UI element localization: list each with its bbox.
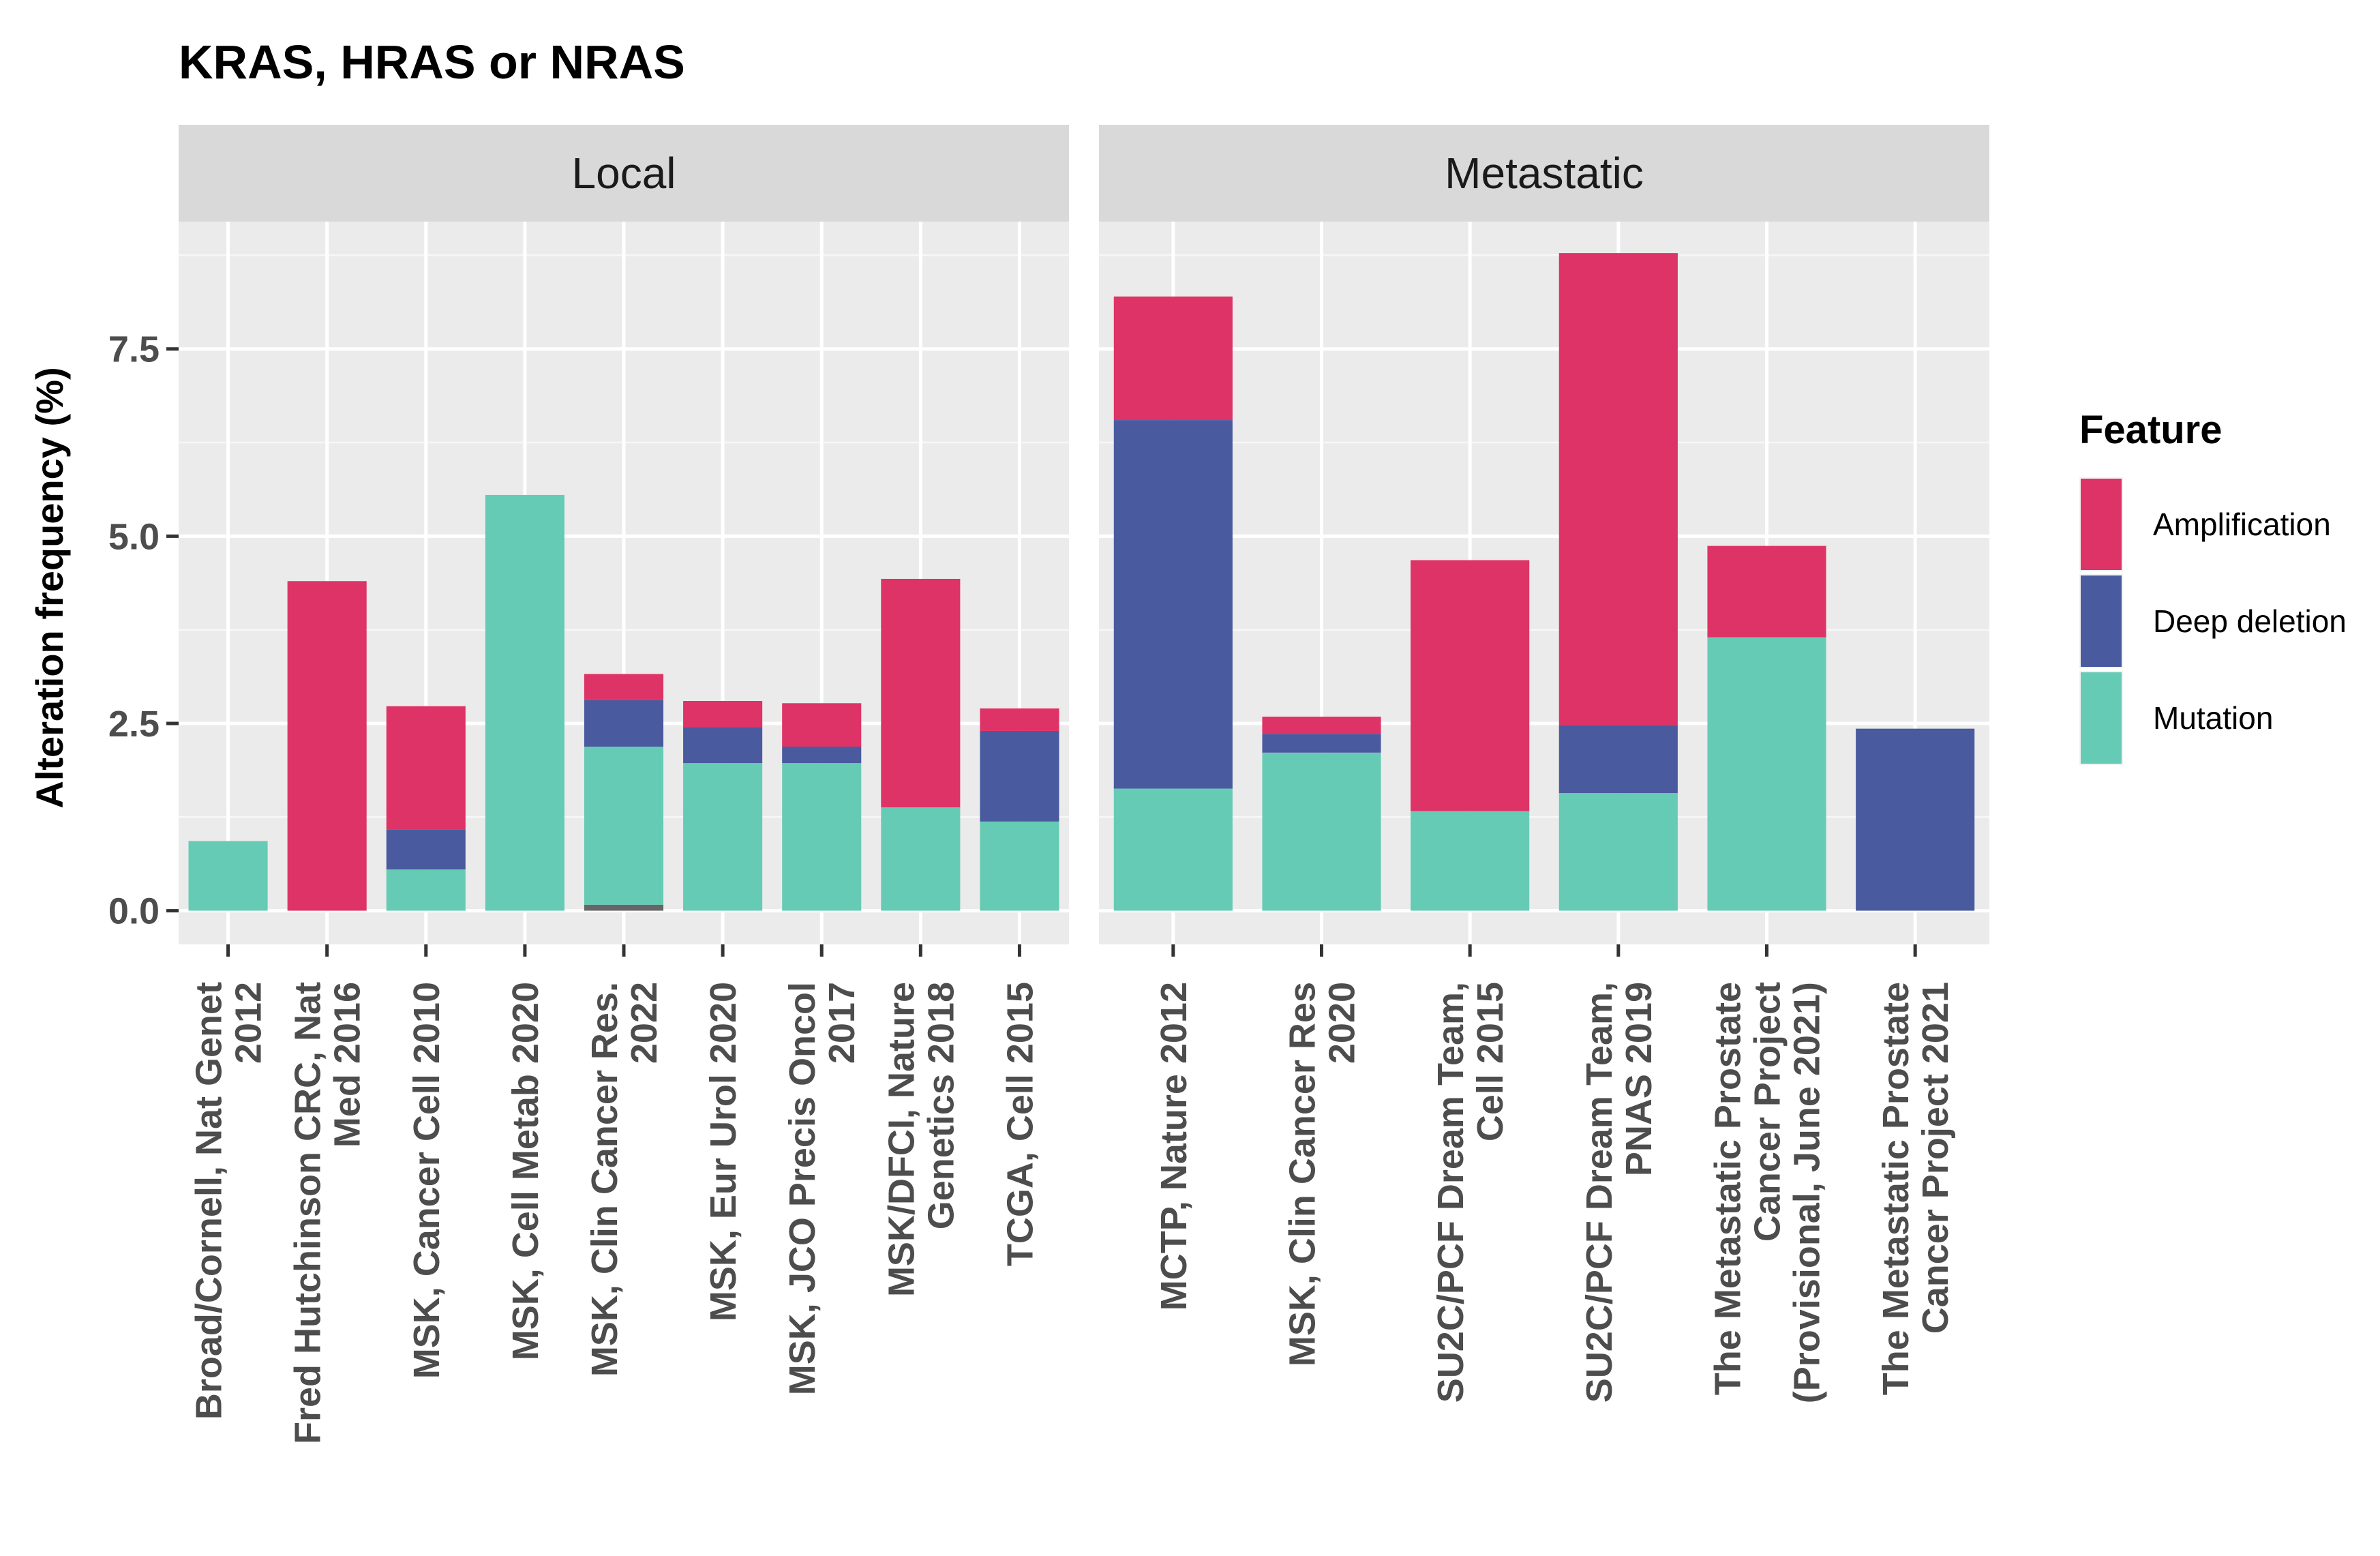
bar-deep-deletion-msk-clin-cancer-res-2020 xyxy=(1262,734,1381,753)
x-tick-label-line: Broad/Cornell, Nat Genet xyxy=(189,982,230,1420)
bar-mutation-tcga-cell-2015 xyxy=(980,821,1059,911)
bar-other-msk-clin-cancer-res-2022 xyxy=(584,904,664,911)
x-tick-label-line: SU2C/PCF Dream Team, xyxy=(1579,982,1620,1403)
legend-swatch-deep-deletion xyxy=(2081,575,2122,667)
bar-mutation-msk-eur-urol-2020 xyxy=(683,763,763,911)
x-tick-label-line: Cancer Project xyxy=(1747,982,1788,1242)
y-tick-label: 2.5 xyxy=(108,704,160,745)
bar-amplification-msk-dfci-nature-genetics-2018 xyxy=(881,578,961,807)
x-tick-label-fred-hutchinson-crc-nat-med-2016: Fred Hutchinson CRC, NatMed 2016 xyxy=(288,982,368,1444)
panel-strip-label-local: Local xyxy=(572,149,676,198)
legend-label-deep-deletion: Deep deletion xyxy=(2153,603,2347,639)
bar-deep-deletion-msk-clin-cancer-res-2022 xyxy=(584,700,664,747)
legend-swatch-mutation xyxy=(2081,672,2122,764)
x-tick-label-line: MSK, JCO Precis Oncol xyxy=(782,982,823,1395)
x-tick-label-msk-clin-cancer-res-2022: MSK, Clin Cancer Res.2022 xyxy=(584,982,665,1377)
x-tick-label-su2c-pcf-dream-team-cell-2015: SU2C/PCF Dream Team,Cell 2015 xyxy=(1430,982,1511,1403)
y-tick-label: 0.0 xyxy=(108,891,160,932)
bar-deep-deletion-msk-cancer-cell-2010 xyxy=(386,829,466,870)
bar-deep-deletion-tcga-cell-2015 xyxy=(980,730,1059,822)
panel-strip-label-metastatic: Metastatic xyxy=(1445,149,1644,198)
bar-amplification-msk-jco-precis-oncol-2017 xyxy=(782,703,862,747)
bar-amplification-mctp-nature-2012 xyxy=(1113,296,1233,421)
bar-amplification-su2c-pcf-dream-team-cell-2015 xyxy=(1411,560,1530,811)
plot-background-metastatic xyxy=(1099,222,1989,944)
legend-title: Feature xyxy=(2079,408,2223,452)
bar-amplification-tcga-cell-2015 xyxy=(980,708,1059,731)
x-tick-label-the-metastatic-prostate-cancer-project-2021: The Metastatic ProstateCancer Project 20… xyxy=(1876,982,1956,1395)
bar-mutation-msk-dfci-nature-genetics-2018 xyxy=(881,807,961,911)
bar-deep-deletion-msk-eur-urol-2020 xyxy=(683,727,763,764)
x-tick-label-line: Med 2016 xyxy=(327,982,368,1148)
x-tick-label-the-metastatic-prostate-cancer-project-provisional-june-2021: The Metastatic ProstateCancer Project(Pr… xyxy=(1708,982,1828,1403)
x-tick-label-line: MSK, Cell Metab 2020 xyxy=(505,982,546,1360)
y-tick-label: 5.0 xyxy=(108,516,160,557)
y-tick-label: 7.5 xyxy=(108,329,160,370)
x-tick-label-msk-clin-cancer-res-2020: MSK, Clin Cancer Res2020 xyxy=(1282,982,1363,1366)
x-tick-label-line: MSK, Clin Cancer Res. xyxy=(584,982,625,1377)
panel-metastatic: Metastatic MCTP, Nature 2012 MSK, Clin Can… xyxy=(1099,125,1989,1403)
x-tick-label-line: MSK/DFCI, Nature xyxy=(881,982,922,1297)
bar-amplification-the-metastatic-prostate-cancer-project-provisional-june-2021 xyxy=(1707,545,1826,638)
legend: Feature Amplification Deep deletion Mutatio… xyxy=(2079,408,2347,765)
bar-amplification-fred-hutchinson-crc-nat-med-2016 xyxy=(287,581,367,911)
legend-label-mutation: Mutation xyxy=(2153,700,2273,736)
bar-deep-deletion-the-metastatic-prostate-cancer-project-2021 xyxy=(1856,728,1975,911)
x-tick-label-line: PNAS 2019 xyxy=(1618,982,1659,1176)
x-tick-label-line: Fred Hutchinson CRC, Nat xyxy=(288,982,329,1444)
x-tick-label-line: TCGA, Cell 2015 xyxy=(999,982,1040,1266)
legend-label-amplification: Amplification xyxy=(2153,507,2331,542)
x-tick-label-line: MSK, Eur Urol 2020 xyxy=(703,982,744,1321)
x-tick-label-line: (Provisional, June 2021) xyxy=(1787,982,1828,1403)
x-tick-label-line: The Metastatic Prostate xyxy=(1708,982,1749,1395)
bar-amplification-su2c-pcf-dream-team-pnas-2019 xyxy=(1558,253,1678,725)
x-tick-label-line: 2022 xyxy=(624,982,665,1064)
x-tick-label-su2c-pcf-dream-team-pnas-2019: SU2C/PCF Dream Team,PNAS 2019 xyxy=(1579,982,1659,1403)
x-tick-label-line: Cell 2015 xyxy=(1470,982,1511,1141)
bar-mutation-su2c-pcf-dream-team-pnas-2019 xyxy=(1558,793,1678,911)
bar-mutation-msk-clin-cancer-res-2022 xyxy=(584,747,664,905)
bar-deep-deletion-su2c-pcf-dream-team-pnas-2019 xyxy=(1558,725,1678,794)
x-tick-label-msk-cell-metab-2020: MSK, Cell Metab 2020 xyxy=(505,982,546,1360)
bar-mutation-mctp-nature-2012 xyxy=(1113,788,1233,911)
x-tick-label-line: MSK, Clin Cancer Res xyxy=(1282,982,1323,1366)
x-tick-label-line: 2012 xyxy=(228,982,269,1064)
bar-amplification-msk-clin-cancer-res-2020 xyxy=(1262,717,1381,734)
bar-mutation-broad-cornell-nat-genet-2012 xyxy=(188,841,268,911)
x-tick-label-msk-jco-precis-oncol-2017: MSK, JCO Precis Oncol2017 xyxy=(782,982,862,1395)
bar-mutation-the-metastatic-prostate-cancer-project-provisional-june-2021 xyxy=(1707,637,1826,911)
x-tick-label-broad-cornell-nat-genet-2012: Broad/Cornell, Nat Genet2012 xyxy=(189,982,269,1420)
x-tick-label-line: MSK, Cancer Cell 2010 xyxy=(406,982,447,1379)
x-tick-label-tcga-cell-2015: TCGA, Cell 2015 xyxy=(999,982,1040,1266)
x-tick-label-line: Cancer Project 2021 xyxy=(1915,982,1956,1334)
chart-title: KRAS, HRAS or NRAS xyxy=(179,35,685,89)
x-tick-label-mctp-nature-2012: MCTP, Nature 2012 xyxy=(1154,982,1194,1311)
x-tick-label-line: Genetics 2018 xyxy=(920,982,961,1229)
bar-amplification-msk-cancer-cell-2010 xyxy=(386,706,466,830)
bar-amplification-msk-eur-urol-2020 xyxy=(683,701,763,728)
bar-mutation-msk-cell-metab-2020 xyxy=(485,494,564,911)
x-tick-label-msk-cancer-cell-2010: MSK, Cancer Cell 2010 xyxy=(406,982,447,1379)
bar-mutation-msk-jco-precis-oncol-2017 xyxy=(782,763,862,911)
x-tick-label-msk-eur-urol-2020: MSK, Eur Urol 2020 xyxy=(703,982,744,1321)
bar-mutation-msk-cancer-cell-2010 xyxy=(386,869,466,911)
y-axis-label: Alteration frequency (%) xyxy=(28,367,71,808)
x-tick-label-line: The Metastatic Prostate xyxy=(1876,982,1916,1395)
bar-deep-deletion-mctp-nature-2012 xyxy=(1113,420,1233,789)
bar-mutation-msk-clin-cancer-res-2020 xyxy=(1262,752,1381,911)
bar-amplification-msk-clin-cancer-res-2022 xyxy=(584,674,664,700)
bar-mutation-su2c-pcf-dream-team-cell-2015 xyxy=(1411,811,1530,911)
legend-swatch-amplification xyxy=(2081,479,2122,570)
panel-strip-metastatic xyxy=(1099,125,1989,222)
x-tick-label-msk-dfci-nature-genetics-2018: MSK/DFCI, NatureGenetics 2018 xyxy=(881,982,961,1297)
panel-strip-local xyxy=(179,125,1069,222)
x-tick-label-line: SU2C/PCF Dream Team, xyxy=(1430,982,1471,1403)
x-tick-label-line: 2020 xyxy=(1322,982,1363,1064)
bar-deep-deletion-msk-jco-precis-oncol-2017 xyxy=(782,747,862,764)
x-tick-label-line: MCTP, Nature 2012 xyxy=(1154,982,1194,1311)
x-tick-label-line: 2017 xyxy=(822,982,862,1064)
